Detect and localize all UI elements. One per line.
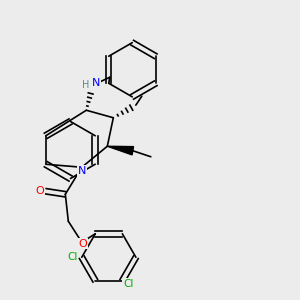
Text: O: O: [35, 186, 44, 196]
Text: H: H: [82, 80, 89, 90]
Text: O: O: [78, 239, 87, 249]
Text: N: N: [92, 78, 100, 88]
Text: Cl: Cl: [67, 252, 77, 262]
Text: Cl: Cl: [123, 279, 134, 289]
Text: N: N: [78, 166, 86, 176]
Polygon shape: [107, 146, 134, 155]
